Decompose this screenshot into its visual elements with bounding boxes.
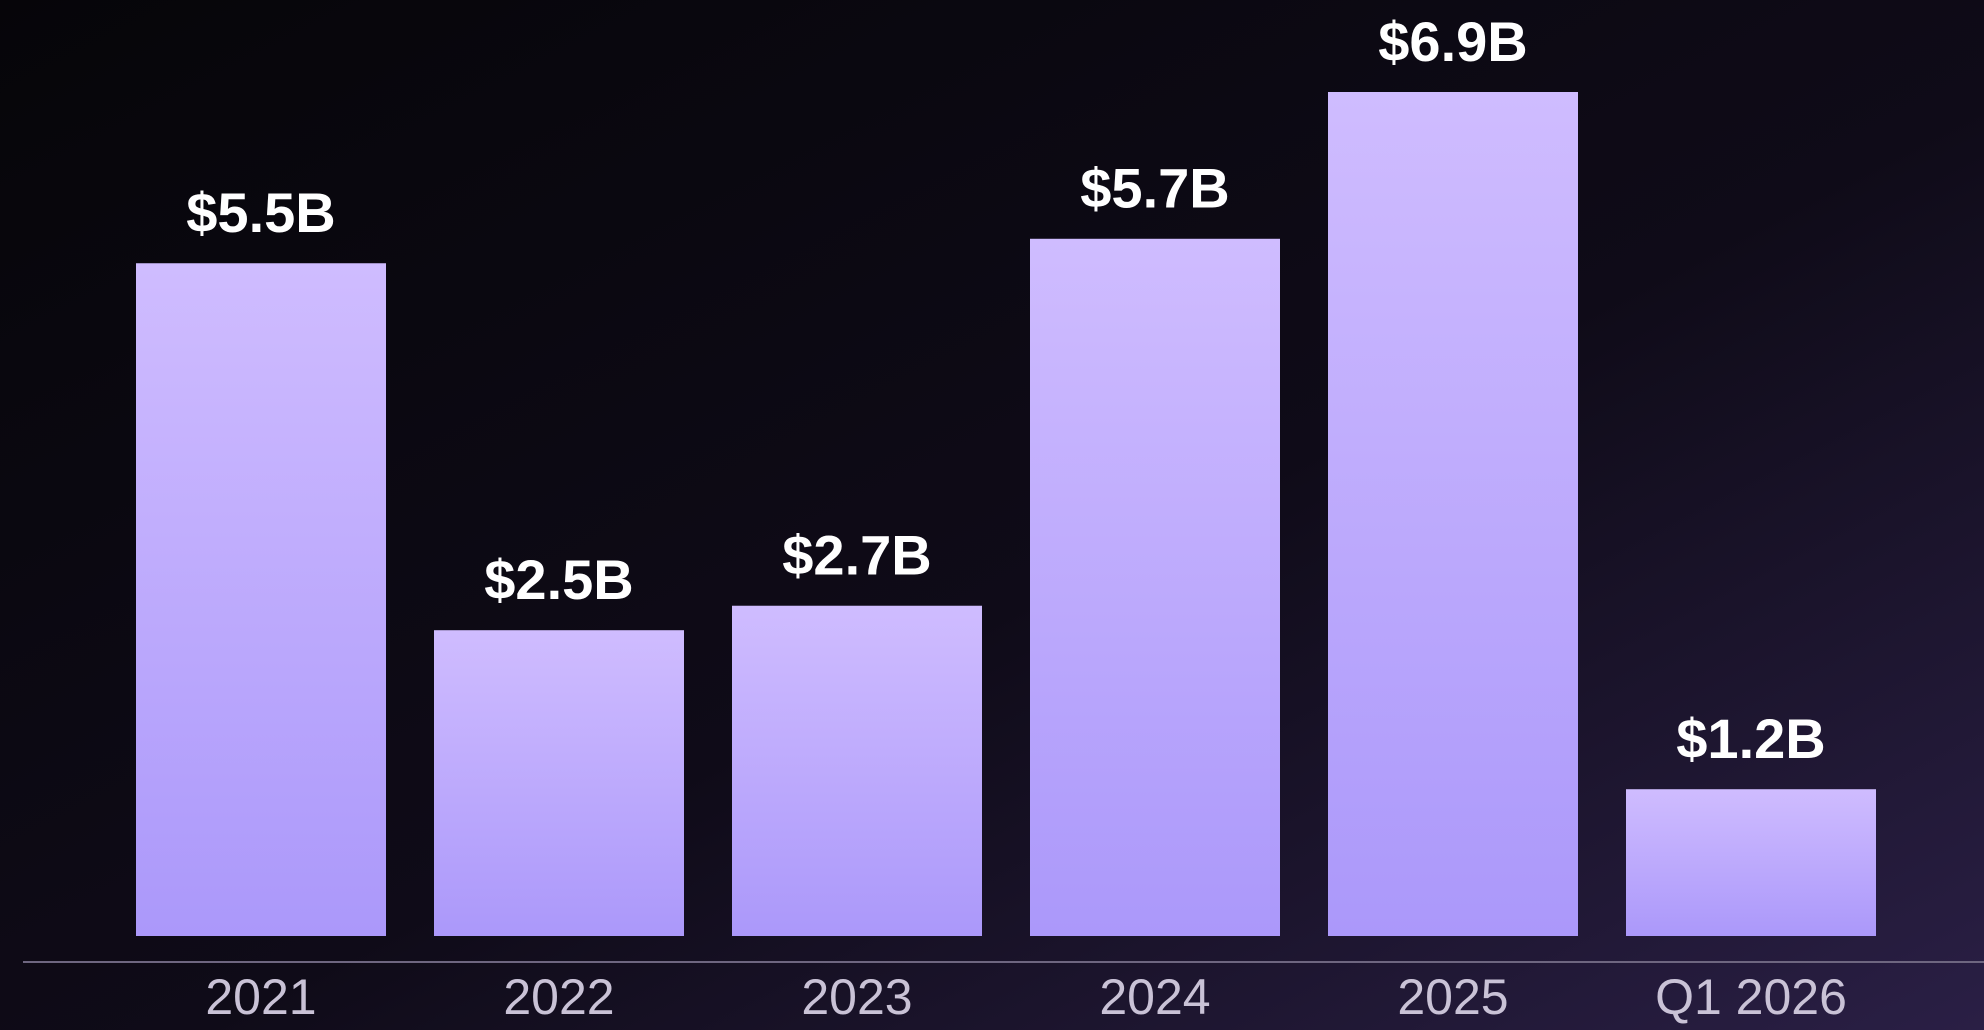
bar (1030, 238, 1280, 937)
x-tick-label: 2023 (801, 969, 912, 1025)
bar (136, 263, 386, 937)
x-tick-label: 2024 (1099, 969, 1210, 1025)
x-tick-label: Q1 2026 (1655, 969, 1847, 1025)
value-label: $2.7B (782, 524, 931, 587)
x-tick-label: 2021 (205, 969, 316, 1025)
bar (1328, 92, 1578, 936)
bar (1626, 789, 1876, 936)
bar (732, 605, 982, 936)
value-label: $5.7B (1080, 157, 1229, 220)
bar (434, 630, 684, 936)
value-label: $1.2B (1676, 707, 1825, 770)
value-label: $6.9B (1378, 10, 1527, 73)
x-tick-label: 2022 (503, 969, 614, 1025)
value-label: $5.5B (186, 181, 335, 244)
value-label: $2.5B (484, 548, 633, 611)
x-tick-label: 2025 (1397, 969, 1508, 1025)
